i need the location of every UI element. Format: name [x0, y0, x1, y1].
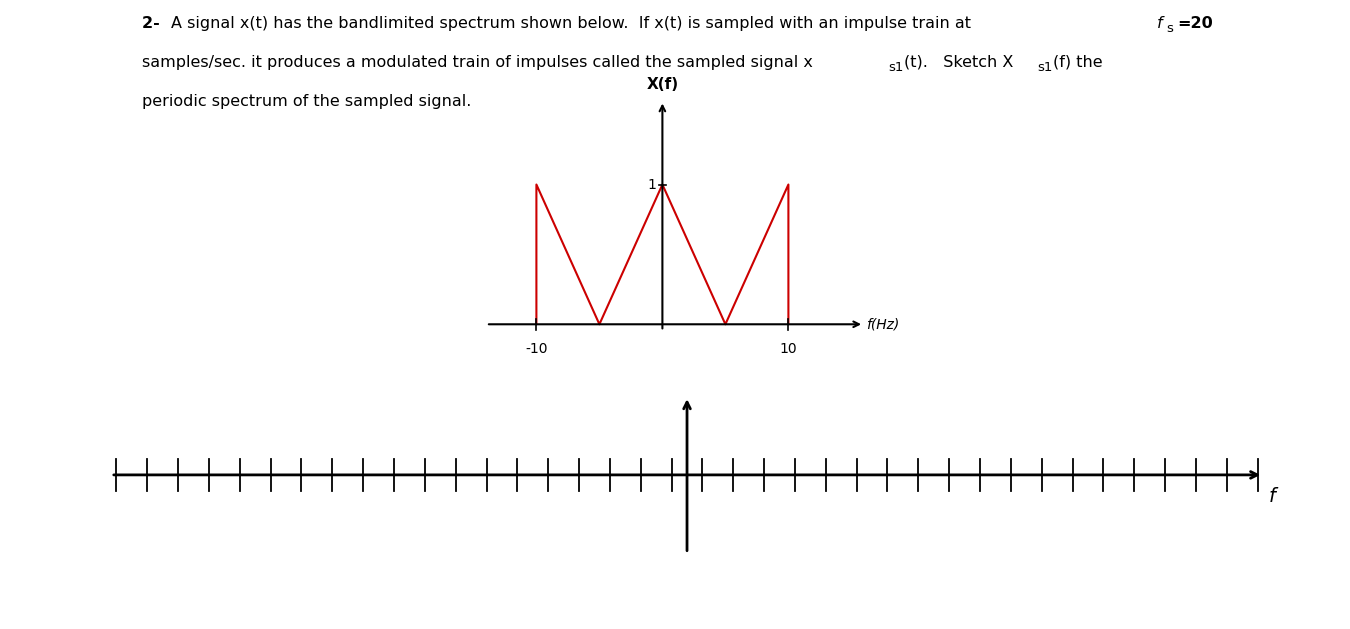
Text: periodic spectrum of the sampled signal.: periodic spectrum of the sampled signal. — [142, 94, 471, 109]
Text: (f) the: (f) the — [1053, 55, 1103, 70]
Text: =20: =20 — [1177, 16, 1212, 31]
Text: X(f): X(f) — [647, 77, 679, 92]
Text: s1: s1 — [1037, 61, 1052, 74]
Text: 1: 1 — [647, 177, 656, 191]
Text: 10: 10 — [779, 342, 798, 357]
Text: (t).   Sketch X: (t). Sketch X — [904, 55, 1014, 70]
Text: s: s — [1166, 22, 1173, 35]
Text: -10: -10 — [525, 342, 548, 357]
Text: f: f — [1157, 16, 1162, 31]
Text: 2-: 2- — [142, 16, 165, 31]
Text: s1: s1 — [888, 61, 903, 74]
Text: f(Hz): f(Hz) — [867, 317, 899, 331]
Text: f: f — [1269, 487, 1276, 506]
Text: samples/sec. it produces a modulated train of impulses called the sampled signal: samples/sec. it produces a modulated tra… — [142, 55, 813, 70]
Text: A signal x(t) has the bandlimited spectrum shown below.  If x(t) is sampled with: A signal x(t) has the bandlimited spectr… — [171, 16, 976, 31]
